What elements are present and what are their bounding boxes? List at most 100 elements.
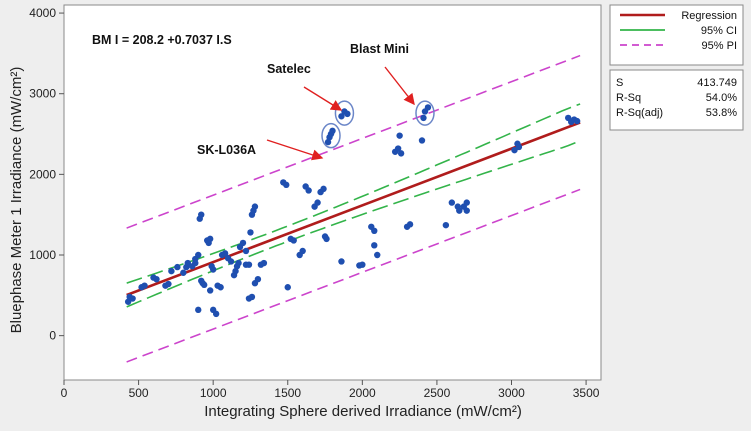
- data-point: [305, 187, 312, 194]
- data-point: [239, 239, 247, 247]
- data-point: [227, 258, 235, 265]
- stat-label: R-Sq(adj): [616, 107, 663, 119]
- data-point: [174, 263, 181, 271]
- data-point: [314, 199, 321, 206]
- y-tick-label: 1000: [29, 248, 56, 262]
- data-point: [371, 242, 378, 249]
- legend: Regression 95% CI 95% PI: [620, 10, 737, 52]
- data-point: [396, 132, 403, 139]
- stats-table: S 413.749 R-Sq 54.0% R-Sq(adj) 53.8%: [616, 77, 737, 119]
- stat-value: 53.8%: [706, 107, 737, 119]
- data-point: [184, 259, 192, 267]
- x-tick-label: 2500: [424, 386, 451, 400]
- data-point: [320, 185, 327, 193]
- x-tick-label: 1500: [274, 386, 301, 400]
- y-tick-label: 4000: [29, 6, 56, 20]
- data-point: [371, 227, 378, 235]
- data-point: [129, 295, 136, 302]
- data-point: [324, 138, 332, 146]
- legend-label: Regression: [681, 10, 737, 22]
- data-point: [245, 261, 253, 268]
- highlight-circles-layer: [321, 100, 435, 149]
- x-tick-label: 1000: [200, 386, 227, 400]
- x-tick-label: 2000: [349, 386, 376, 400]
- data-point: [323, 235, 330, 243]
- x-tick-label: 500: [129, 386, 149, 400]
- regression-line: [126, 121, 581, 297]
- annotation-sk-l036a: SK-L036A: [197, 143, 256, 157]
- stats-box: [609, 69, 744, 131]
- data-point: [247, 229, 254, 236]
- data-point: [217, 284, 224, 291]
- ci-lower-line: [126, 140, 581, 308]
- data-point: [338, 258, 345, 265]
- data-point: [283, 181, 290, 189]
- data-point: [359, 261, 366, 268]
- data-point: [124, 298, 132, 305]
- x-tick-label: 3500: [573, 386, 600, 400]
- points-layer: [124, 104, 581, 318]
- data-point: [463, 199, 470, 206]
- fit-lines-layer: [126, 54, 581, 363]
- data-point: [344, 110, 351, 118]
- annotation-arrow: [266, 139, 324, 161]
- data-point: [511, 146, 518, 154]
- data-point: [201, 281, 208, 289]
- data-point: [242, 247, 250, 255]
- data-point: [232, 267, 239, 275]
- annotation-blast-mini: Blast Mini: [350, 42, 409, 56]
- highlight-circle: [321, 122, 341, 149]
- data-point: [165, 280, 172, 288]
- data-point: [254, 275, 262, 283]
- data-point: [299, 247, 306, 255]
- data-point: [463, 207, 470, 214]
- data-point: [397, 150, 405, 157]
- ci-upper-line: [126, 103, 581, 284]
- y-axis-title: Bluephase Meter 1 Irradiance (mW/cm²): [8, 67, 25, 334]
- data-point: [448, 199, 456, 206]
- data-point: [180, 269, 187, 276]
- stat-value: 54.0%: [706, 92, 737, 104]
- data-point: [515, 143, 523, 151]
- data-point: [195, 306, 202, 314]
- data-point: [251, 203, 259, 210]
- plot-area: [63, 4, 602, 381]
- x-axis-title: Integrating Sphere derived Irradiance (m…: [204, 403, 522, 420]
- y-tick-label: 3000: [29, 87, 56, 101]
- data-point: [141, 282, 148, 289]
- data-point: [442, 221, 450, 229]
- pi-lower-line: [126, 188, 581, 363]
- data-point: [206, 235, 214, 243]
- data-point: [206, 287, 214, 294]
- x-tick-label: 0: [61, 386, 68, 400]
- x-axis: 0 500 1000 1500 2000 2500 3000 3500: [61, 380, 600, 400]
- data-point: [235, 259, 242, 267]
- annotation-arrow: [303, 86, 343, 111]
- highlight-circle: [334, 100, 355, 126]
- x-tick-label: 3000: [498, 386, 525, 400]
- legend-label: 95% CI: [701, 25, 737, 37]
- y-axis: 0 1000 2000 3000 4000: [29, 6, 64, 343]
- highlight-circle: [415, 100, 435, 126]
- data-point: [394, 145, 402, 152]
- legend-label: 95% PI: [702, 40, 737, 52]
- data-point: [329, 127, 336, 135]
- stat-label: S: [616, 77, 623, 89]
- data-point: [212, 310, 220, 318]
- data-point: [284, 284, 291, 291]
- data-point: [248, 293, 256, 301]
- data-point: [168, 267, 175, 275]
- y-tick-label: 0: [49, 329, 56, 343]
- data-point: [418, 137, 426, 144]
- data-point: [338, 113, 345, 120]
- data-point: [290, 237, 297, 244]
- data-point: [260, 259, 268, 267]
- annotation-satelec: Satelec: [267, 62, 311, 76]
- data-point: [209, 266, 217, 273]
- data-point: [456, 207, 463, 214]
- annotation-arrow: [384, 66, 415, 106]
- data-point: [420, 114, 427, 122]
- data-point: [198, 211, 205, 218]
- stat-label: R-Sq: [616, 92, 641, 104]
